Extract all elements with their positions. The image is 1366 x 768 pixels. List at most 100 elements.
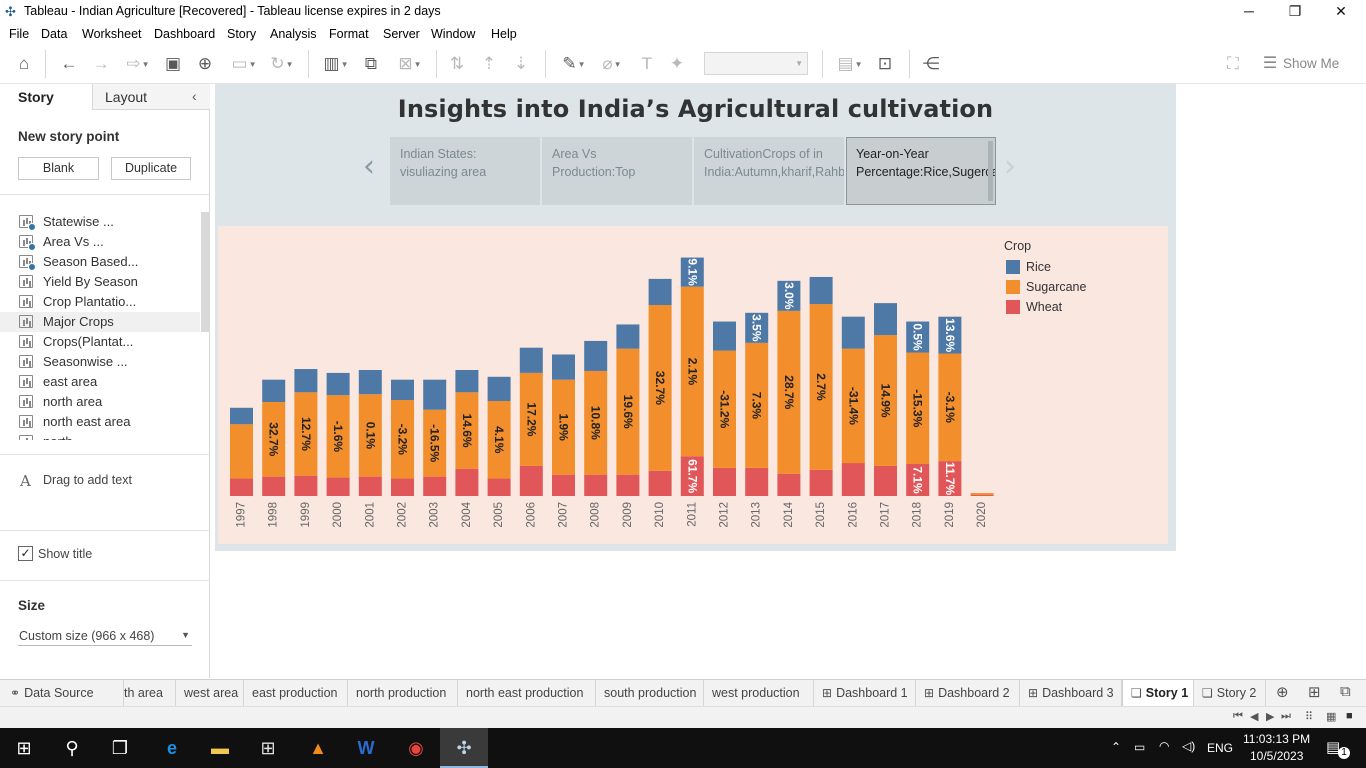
edge-icon[interactable]: e [166, 738, 177, 758]
swap-icon[interactable]: ⇅ [449, 54, 465, 73]
sheet-tab[interactable]: east production [244, 680, 348, 707]
bar-segment-sugarcane[interactable] [680, 286, 704, 457]
duplicate-button[interactable]: Duplicate [111, 157, 191, 180]
story-point-1[interactable]: Indian States: visuliazing area [390, 137, 540, 205]
save-icon[interactable]: ▣ [164, 54, 182, 73]
blank-button[interactable]: Blank [18, 157, 99, 180]
bar-segment-sugarcane[interactable] [906, 352, 930, 465]
redo-icon[interactable]: → [92, 54, 110, 73]
sheet-tab[interactable]: ⊞ Dashboard 3 [1020, 680, 1122, 707]
filmstrip-icon[interactable]: ▦ [1326, 711, 1337, 723]
bar-segment-rice[interactable] [938, 316, 962, 354]
bar-segment-sugarcane[interactable] [809, 304, 833, 470]
notifications-icon[interactable]: ▤ [1326, 739, 1341, 756]
bar-segment-sugarcane[interactable] [745, 342, 769, 468]
menu-window[interactable]: Window [431, 27, 476, 41]
bar-segment-sugarcane[interactable] [487, 401, 511, 479]
home-icon[interactable]: ⌂ [18, 54, 30, 73]
bar-segment-rice[interactable] [584, 340, 608, 371]
menu-format[interactable]: Format [329, 27, 369, 41]
menu-analysis[interactable]: Analysis [270, 27, 317, 41]
language-indicator[interactable]: ENG [1207, 741, 1234, 755]
collapse-panel-icon[interactable]: ‹ [192, 88, 197, 104]
bar-segment-sugarcane[interactable] [423, 409, 447, 477]
bar-segment-wheat[interactable] [552, 474, 575, 496]
bar-segment-sugarcane[interactable] [262, 401, 286, 477]
show-me-button[interactable]: Show Me [1283, 56, 1340, 71]
bar-segment-rice[interactable] [777, 280, 801, 311]
first-sheet-icon[interactable]: ⏮ [1233, 710, 1243, 722]
bar-segment-rice[interactable] [358, 370, 382, 395]
bar-segment-rice[interactable] [906, 321, 930, 353]
sheet-list-item[interactable]: Seasonwise ... [0, 352, 200, 372]
tabs-view-icon[interactable]: ■ [1346, 710, 1353, 722]
sheet-tab[interactable]: west area [176, 680, 244, 707]
undo-icon[interactable]: ← [60, 54, 78, 73]
sheet-tab[interactable]: ⊞ Dashboard 1 [814, 680, 916, 707]
bar-segment-sugarcane[interactable] [326, 395, 350, 478]
store-icon[interactable]: ⊞ [260, 738, 276, 758]
sort-ascending-icon[interactable]: ⇡ [481, 54, 497, 73]
bar-segment-rice[interactable] [809, 276, 833, 305]
vlc-icon[interactable]: ▲ [309, 738, 327, 758]
bar-segment-wheat[interactable] [391, 478, 414, 496]
bar-segment-rice[interactable] [519, 347, 543, 373]
bar-segment-rice[interactable] [455, 370, 479, 393]
sheet-list-item[interactable]: north area [0, 392, 200, 412]
bar-segment-rice[interactable] [745, 312, 769, 343]
bar-segment-wheat[interactable] [809, 469, 833, 496]
tray-expand-icon[interactable]: ⌃ [1111, 740, 1122, 754]
bar-segment-wheat[interactable] [262, 476, 286, 496]
bar-segment-rice[interactable] [680, 257, 704, 287]
drag-to-add-text[interactable]: Drag to add text [43, 473, 132, 487]
word-icon[interactable]: W [357, 738, 375, 758]
bar-segment-wheat[interactable] [616, 474, 640, 496]
bar-segment-rice[interactable] [391, 379, 414, 401]
menu-help[interactable]: Help [491, 27, 517, 41]
story-point-4[interactable]: Year-on-Year Percentage:Rice,Sugercane.w… [846, 137, 996, 205]
bar-segment-sugarcane[interactable] [874, 335, 897, 466]
wifi-icon[interactable]: ◠ [1159, 739, 1170, 753]
sheet-tab[interactable]: ⚭ Data Source [2, 680, 124, 707]
bar-segment-rice[interactable] [262, 379, 286, 402]
bar-segment-wheat[interactable] [230, 478, 253, 496]
next-story-point-icon[interactable]: › [1004, 149, 1016, 184]
menu-dashboard[interactable]: Dashboard [154, 27, 216, 41]
bar-segment-sugarcane[interactable] [616, 348, 640, 475]
bar-segment-sugarcane[interactable] [970, 493, 994, 496]
highlight-icon[interactable]: ✎▼ [562, 54, 586, 73]
menu-server[interactable]: Server [383, 27, 420, 41]
sheet-list-item[interactable]: Yield By Season [0, 272, 200, 292]
search-icon[interactable]: ⚲ [65, 738, 79, 758]
bar-segment-rice[interactable] [294, 369, 318, 393]
last-sheet-icon[interactable]: ⏭ [1281, 710, 1291, 722]
bar-segment-sugarcane[interactable] [777, 310, 801, 474]
bar-segment-wheat[interactable] [938, 461, 962, 496]
story-point-2[interactable]: Area Vs Production:Top [542, 137, 692, 205]
file-explorer-icon[interactable]: ▬ [211, 738, 229, 758]
volume-icon[interactable]: ◁) [1182, 739, 1196, 753]
bar-segment-sugarcane[interactable] [455, 392, 479, 469]
previous-sheet-icon[interactable]: ◀ [1250, 711, 1259, 723]
size-dropdown[interactable]: Custom size (966 x 468) ▼ [18, 624, 192, 646]
bar-segment-rice[interactable] [230, 407, 253, 425]
sheet-list-item[interactable]: Season Based... [0, 252, 200, 272]
bar-segment-rice[interactable] [616, 324, 640, 349]
sheet-tab[interactable]: th area [124, 680, 176, 707]
tableau-taskbar-icon[interactable]: ✣ [440, 728, 488, 768]
clock-time[interactable]: 11:03:13 PM [1243, 732, 1311, 746]
label-icon[interactable]: T [641, 54, 653, 73]
menu-file[interactable]: File [9, 27, 30, 41]
bar-segment-sugarcane[interactable] [841, 348, 865, 464]
sheet-list-item[interactable]: east area [0, 372, 200, 392]
bar-segment-wheat[interactable] [745, 467, 769, 496]
new-dashboard-icon[interactable]: ⊞ [1308, 684, 1321, 701]
sheet-tab[interactable]: ❏ Story 1 [1122, 680, 1194, 707]
show-me-icon[interactable]: ☰ [1262, 55, 1278, 72]
sheet-tab[interactable]: ❏ Story 2 [1194, 680, 1266, 707]
bar-segment-wheat[interactable] [487, 478, 511, 496]
presentation-mode-icon[interactable]: ⊡ [877, 54, 893, 73]
new-worksheet-icon[interactable]: ⊕ [1276, 684, 1289, 701]
bar-segment-sugarcane[interactable] [519, 372, 543, 466]
sheet-list-item[interactable]: north ... [0, 432, 200, 440]
